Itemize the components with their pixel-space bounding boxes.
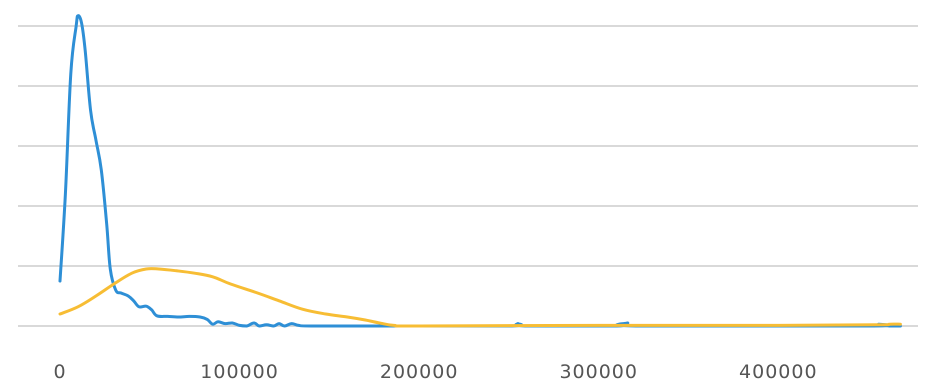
x-tick-label-4: 400000 <box>739 361 818 381</box>
series-line-1 <box>58 267 902 328</box>
x-tick-label-0: 0 <box>53 361 66 381</box>
x-tick-label-2: 200000 <box>380 361 459 381</box>
series-line-0 <box>58 14 902 328</box>
x-tick-label-3: 300000 <box>559 361 638 381</box>
x-tick-label-1: 100000 <box>200 361 279 381</box>
